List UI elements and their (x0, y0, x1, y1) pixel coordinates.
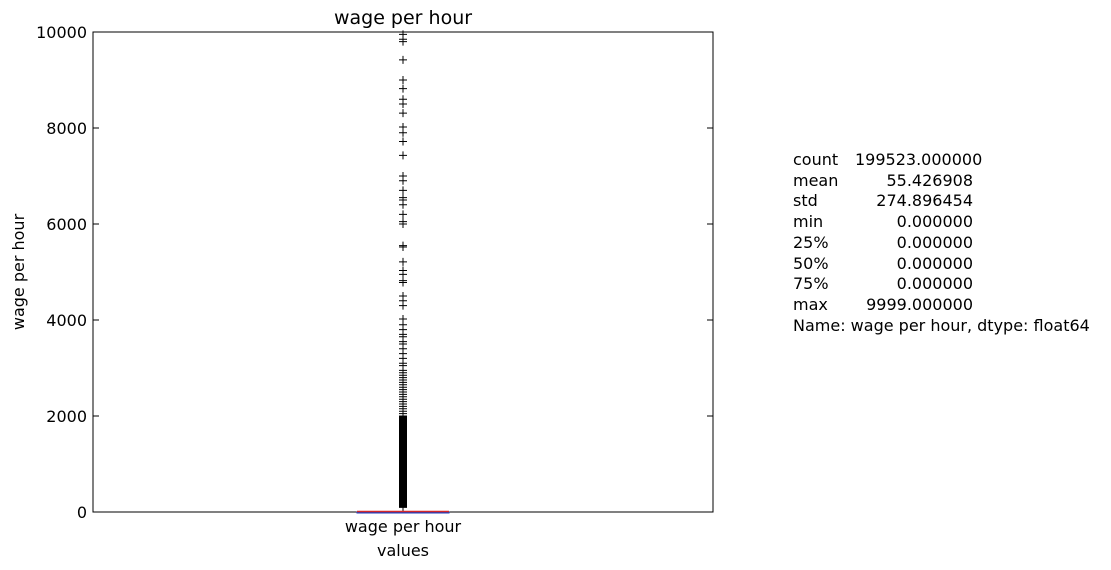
outlier-marker (399, 151, 407, 160)
stat-key: std (793, 191, 818, 211)
y-tick-label: 6000 (46, 215, 87, 234)
outlier-series (399, 30, 407, 512)
stat-row-count: count 199523.000000 (793, 150, 1090, 171)
stat-row-mean: mean 55.426908 (793, 171, 1090, 192)
box-element (356, 510, 450, 514)
stat-row-25pct: 25% 0.000000 (793, 233, 1090, 254)
outlier-marker (399, 200, 407, 209)
stat-value: 9999.000000 (866, 294, 973, 314)
stat-key: mean (793, 170, 839, 190)
y-tick-label: 4000 (46, 311, 87, 330)
stat-value: 274.896454 (876, 191, 973, 211)
outlier-marker (399, 257, 407, 266)
y-tick-label: 2000 (46, 407, 87, 426)
stat-key: 25% (793, 232, 829, 252)
stat-row-max: max 9999.000000 (793, 295, 1090, 316)
x-tick-label: wage per hour (345, 517, 462, 536)
stat-key: min (793, 212, 824, 232)
y-axis: 0 2000 4000 6000 8000 10000 (36, 23, 713, 522)
stat-row-50pct: 50% 0.000000 (793, 254, 1090, 275)
outlier-marker (399, 76, 407, 84)
summary-stats: count 199523.000000 mean 55.426908 std 274.89… (793, 150, 1090, 336)
chart-title: wage per hour (334, 7, 472, 29)
stat-key: max (793, 294, 828, 314)
y-tick-label: 10000 (36, 23, 87, 42)
outlier-marker (399, 220, 407, 228)
stat-key: 50% (793, 253, 829, 273)
stat-key: count (793, 150, 839, 169)
stat-row-75pct: 75% 0.000000 (793, 274, 1090, 295)
stat-value: 199523.000000 (855, 150, 983, 169)
stat-row-std: std 274.896454 (793, 191, 1090, 212)
outlier-marker (399, 210, 407, 219)
outlier-marker (399, 412, 407, 420)
y-tick-label: 8000 (46, 119, 87, 138)
stat-value: 0.000000 (896, 232, 973, 252)
y-tick-label: 0 (77, 503, 87, 522)
stat-row-min: min 0.000000 (793, 212, 1090, 233)
stat-value: 55.426908 (886, 170, 973, 190)
outlier-marker (399, 278, 407, 287)
stat-value: 0.000000 (896, 253, 973, 273)
outlier-marker (399, 243, 407, 252)
outlier-marker (399, 301, 407, 310)
outlier-marker (399, 84, 407, 93)
stats-footer: Name: wage per hour, dtype: float64 (793, 315, 1090, 335)
outlier-marker (399, 37, 407, 46)
outlier-marker (399, 176, 407, 185)
outlier-marker (399, 128, 407, 137)
stat-value: 0.000000 (896, 274, 973, 294)
outlier-marker (399, 100, 407, 108)
outlier-marker (399, 109, 407, 118)
stat-value: 0.000000 (896, 212, 973, 232)
y-axis-label: wage per hour (9, 213, 28, 330)
stat-key: 75% (793, 274, 829, 294)
outlier-marker (399, 186, 407, 195)
outlier-marker (399, 55, 407, 64)
outlier-marker (399, 137, 407, 146)
x-axis-label: values (377, 541, 429, 560)
